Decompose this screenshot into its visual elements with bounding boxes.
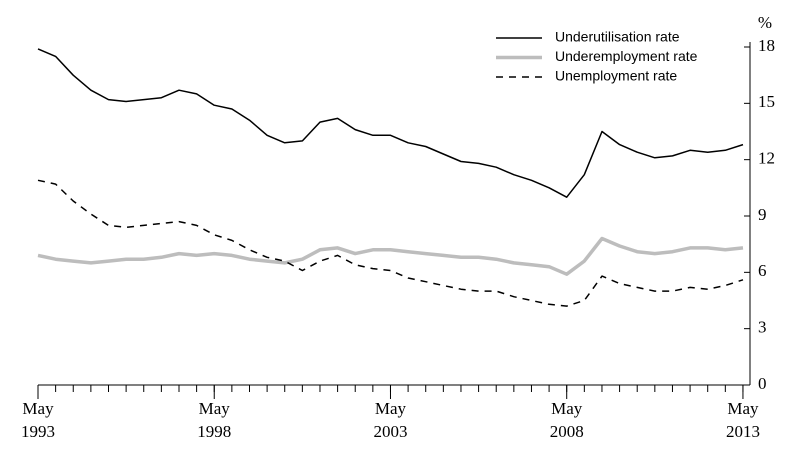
- x-tick-label: May 1998: [197, 399, 231, 441]
- y-tick-label: 15: [758, 92, 775, 111]
- x-tick-label: May 2013: [726, 399, 760, 441]
- y-unit: %: [758, 13, 772, 32]
- legend-label: Underemployment rate: [555, 48, 698, 64]
- series-line: [37, 179, 744, 307]
- legend-label: Underutilisation rate: [555, 29, 680, 45]
- y-tick-label: 0: [758, 374, 767, 393]
- x-tick-label: May 1993: [21, 399, 55, 441]
- y-tick-label: 6: [758, 261, 767, 280]
- series-line: [37, 48, 744, 198]
- x-tick-label: May 2003: [373, 399, 407, 441]
- series-line: [37, 236, 744, 276]
- y-tick-label: 18: [758, 36, 775, 55]
- legend-label: Unemployment rate: [555, 68, 677, 84]
- x-tick-label: May 2008: [550, 399, 584, 441]
- y-tick-label: 9: [758, 205, 767, 224]
- y-tick-label: 12: [758, 149, 775, 168]
- y-tick-label: 3: [758, 318, 767, 337]
